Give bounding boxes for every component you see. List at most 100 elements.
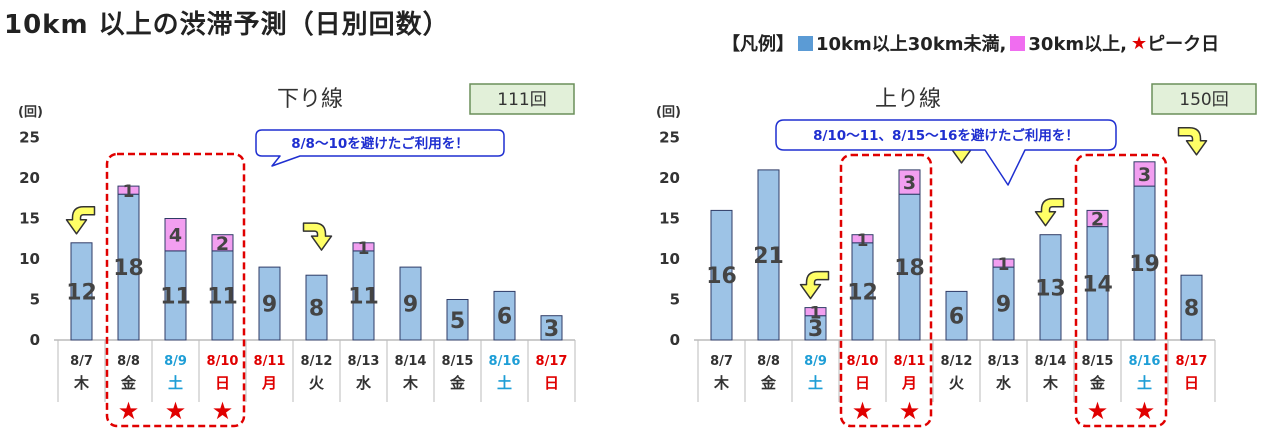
bar-segment-blue [258,266,281,341]
bar-segment-blue [305,274,328,341]
x-tick-weekday: 金 [449,374,466,392]
legend-bracket: 【凡例】 [722,34,794,55]
x-tick-weekday: 火 [309,374,325,392]
bar-value-label: 11 [160,284,191,309]
bar-segment-pink [352,242,375,252]
x-tick-date: 8/11 [894,354,926,369]
bar-value-label: 9 [403,293,418,318]
x-tick-date: 8/8 [117,354,140,369]
bar-value-label-top: 3 [903,172,916,194]
legend-star-label: ピーク日 [1147,34,1220,55]
bar-segment-pink [992,258,1015,268]
x-tick-date: 8/17 [536,354,568,369]
x-tick-weekday: 日 [855,374,870,392]
y-axis-label: (回) [18,105,43,120]
x-tick-weekday: 土 [497,374,512,392]
x-tick-date: 8/10 [847,354,879,369]
x-tick-date: 8/13 [988,354,1020,369]
legend-pink-label: 30km以上, [1028,34,1128,55]
x-tick-weekday: 日 [1184,374,1199,392]
x-tick-weekday: 木 [1042,374,1059,392]
peak-star-icon: ★ [118,397,140,425]
bar-value-label: 8 [309,297,324,322]
bar-value-label: 3 [808,317,823,342]
bar-segment-pink [1133,161,1156,187]
arrow-shape [1177,127,1208,156]
x-tick-date: 8/8 [757,354,780,369]
x-tick-weekday: 木 [402,374,419,392]
bar-value-label: 14 [1082,272,1113,297]
callout-bubble [775,119,1117,186]
curved-arrow-left-icon [799,270,830,300]
y-tick-label: 15 [19,210,40,228]
bar-value-label: 11 [207,284,238,309]
y-tick-label: 10 [659,250,680,268]
bar-segment-pink [211,234,234,252]
y-tick-label: 15 [659,210,680,228]
advice-callout: 8/8〜10を避けたご利用を！ [255,129,505,167]
bar-value-label: 21 [753,244,784,269]
arrow-shape [65,206,96,235]
x-tick-weekday: 金 [760,374,777,392]
bar-value-label: 11 [348,284,379,309]
x-tick-weekday: 日 [215,374,230,392]
x-tick-date: 8/9 [804,354,827,369]
bar-value-label: 13 [1035,276,1066,301]
x-tick-date: 8/15 [1082,354,1114,369]
bar-value-label: 12 [66,280,97,305]
bar-value-label-top: 2 [1091,209,1104,231]
advice-callout: 8/10〜11、8/15〜16を避けたご利用を！ [775,119,1117,186]
x-tick-weekday: 金 [1089,374,1106,392]
x-tick-weekday: 土 [168,374,183,392]
x-tick-date: 8/15 [442,354,474,369]
y-tick-label: 10 [19,250,40,268]
callout-text: 8/10〜11、8/15〜16を避けたご利用を！ [813,127,1079,144]
bar-segment-pink [804,307,827,317]
callout-bubble [255,129,505,167]
x-tick-date: 8/16 [489,354,521,369]
bar-value-label: 12 [847,280,878,305]
legend-blue-swatch [798,35,813,51]
bar-value-label: 18 [113,256,144,281]
y-tick-label: 25 [19,129,40,147]
y-axis-label: (回) [656,105,681,120]
x-tick-weekday: 土 [1137,374,1152,392]
chart-title: 下り線 [277,87,343,112]
bar-segment-blue [399,266,422,341]
peak-star-icon: ★ [212,397,234,425]
bar-value-label: 8 [1184,297,1199,322]
x-tick-date: 8/9 [164,354,187,369]
x-tick-weekday: 水 [356,374,372,392]
x-tick-date: 8/16 [1129,354,1161,369]
bar-value-label: 6 [497,305,512,330]
peak-period-highlight [839,153,933,428]
y-tick-label: 5 [670,291,680,309]
legend-star-icon: ★ [1131,32,1148,54]
x-tick-weekday: 日 [544,374,559,392]
y-tick-label: 20 [19,169,40,187]
bar-value-label: 6 [949,305,964,330]
y-tick-label: 20 [659,169,680,187]
bar-value-label: 9 [262,293,277,318]
x-tick-weekday: 木 [73,374,90,392]
peak-star-icon: ★ [165,397,187,425]
bar-segment-pink [851,234,874,244]
bar-value-label: 16 [706,264,737,289]
x-tick-date: 8/13 [348,354,380,369]
callout-text: 8/8〜10を避けたご利用を！ [291,135,469,152]
total-box [1151,83,1257,115]
bar-segment-pink [1086,209,1109,228]
bar-value-label-top: 1 [810,304,822,324]
peak-star-icon: ★ [899,397,921,425]
x-tick-weekday: 月 [901,374,917,392]
bar-value-label-top: 1 [123,182,135,202]
x-tick-weekday: 土 [808,374,823,392]
page-title: 10km 以上の渋滞予測（日別回数） [4,10,450,40]
peak-star-icon: ★ [1134,397,1156,425]
arrow-shape [302,222,333,251]
peak-star-icon: ★ [1087,397,1109,425]
x-tick-weekday: 火 [949,374,965,392]
curved-arrow-right-icon [1177,127,1208,156]
total-box [469,83,575,115]
